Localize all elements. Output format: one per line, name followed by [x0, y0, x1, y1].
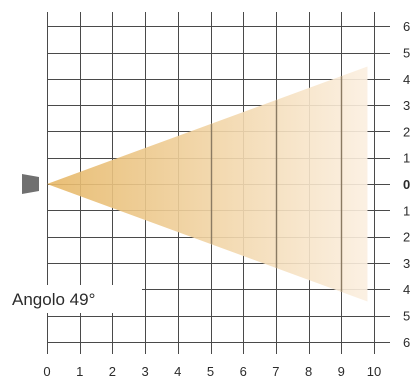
- y-tick-label: 2: [403, 124, 410, 139]
- y-tick-label: 0: [403, 177, 410, 192]
- x-tick-label: 8: [305, 364, 312, 379]
- angle-label-background: [8, 285, 142, 313]
- y-tick-label: 3: [403, 98, 410, 113]
- x-tick-label: 7: [272, 364, 279, 379]
- light-beam-cone: [47, 66, 368, 302]
- y-tick-label: 1: [403, 203, 410, 218]
- y-tick-label: 5: [403, 309, 410, 324]
- y-tick-label: 4: [403, 72, 410, 87]
- x-tick-label: 0: [43, 364, 50, 379]
- x-tick-label: 9: [338, 364, 345, 379]
- y-tick-label: 6: [403, 19, 410, 34]
- beam-angle-label: Angolo 49°: [12, 290, 95, 309]
- x-tick-label: 4: [174, 364, 181, 379]
- y-tick-label: 3: [403, 256, 410, 271]
- x-tick-label: 6: [240, 364, 247, 379]
- y-tick-label: 6: [403, 335, 410, 350]
- x-tick-label: 3: [141, 364, 148, 379]
- y-tick-label: 5: [403, 46, 410, 61]
- y-tick-label: 2: [403, 230, 410, 245]
- x-tick-label: 10: [367, 364, 381, 379]
- x-tick-label: 1: [76, 364, 83, 379]
- y-tick-label: 1: [403, 151, 410, 166]
- y-tick-label: 4: [403, 282, 410, 297]
- light-source-icon: [22, 174, 39, 194]
- x-axis-labels: 0 1 2 3 4 5 6 7 8 9 10: [43, 364, 381, 379]
- x-tick-label: 5: [207, 364, 214, 379]
- beam-grid-lines: [210, 76, 343, 292]
- y-axis-labels: 6 5 4 3 2 1 0 1 2 3 4 5 6: [403, 19, 410, 350]
- x-tick-label: 2: [109, 364, 116, 379]
